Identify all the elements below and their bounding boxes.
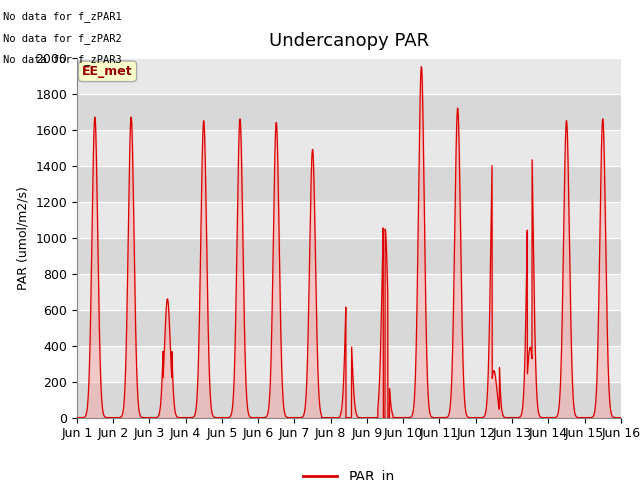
Bar: [77, 346, 621, 382]
Text: No data for f_zPAR3: No data for f_zPAR3: [3, 54, 122, 65]
Bar: [77, 382, 621, 418]
Text: EE_met: EE_met: [82, 65, 133, 78]
Bar: [77, 274, 621, 310]
Bar: [77, 310, 621, 346]
Y-axis label: PAR (umol/m2/s): PAR (umol/m2/s): [17, 186, 29, 289]
Bar: [77, 130, 621, 166]
Bar: [77, 58, 621, 94]
Text: No data for f_zPAR1: No data for f_zPAR1: [3, 11, 122, 22]
Bar: [77, 202, 621, 238]
Legend: PAR_in: PAR_in: [297, 465, 401, 480]
Bar: [77, 94, 621, 130]
Bar: [77, 166, 621, 202]
Title: Undercanopy PAR: Undercanopy PAR: [269, 33, 429, 50]
Bar: [77, 238, 621, 274]
Text: No data for f_zPAR2: No data for f_zPAR2: [3, 33, 122, 44]
